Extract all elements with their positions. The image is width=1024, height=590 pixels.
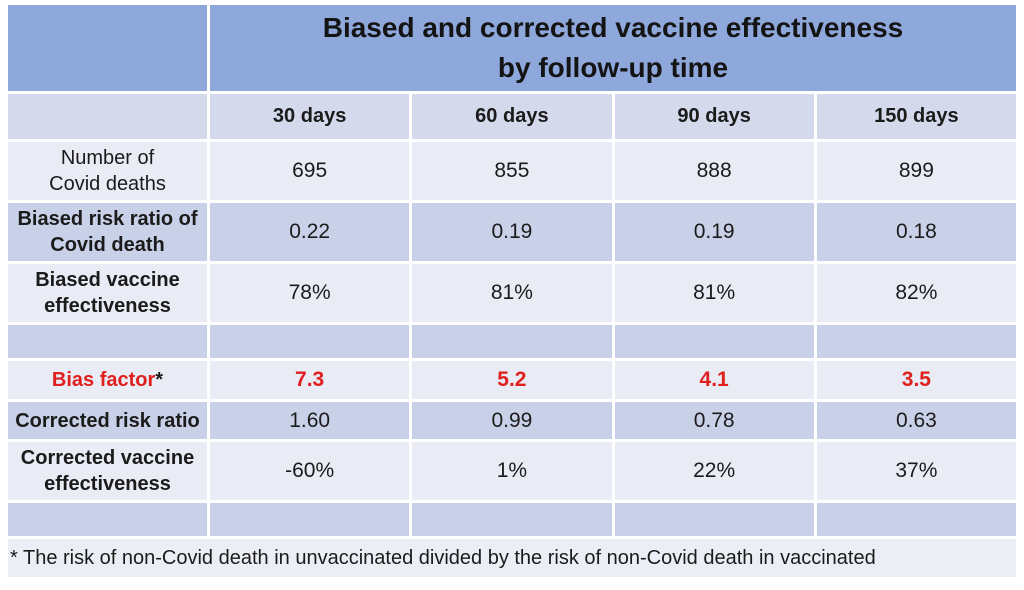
- cell-bias-factor-60: 5.2: [412, 361, 612, 399]
- cell-covid-deaths-60: 855: [412, 142, 612, 200]
- table-footnote: * The risk of non-Covid death in unvacci…: [8, 539, 1016, 577]
- column-header-empty-cell: [8, 94, 207, 139]
- cell-corrected-rr-60: 0.99: [412, 402, 612, 439]
- row-label-corrected-rr: Corrected risk ratio: [8, 402, 207, 439]
- row-label-bias-factor: Bias factor *: [8, 361, 207, 399]
- cell-corrected-ve-60: 1%: [412, 442, 612, 500]
- cell-biased-rr-90: 0.19: [614, 203, 814, 261]
- cell-biased-ve-30: 78%: [210, 264, 410, 322]
- cell-biased-rr-150: 0.18: [816, 203, 1016, 261]
- cell-corrected-ve-30: -60%: [210, 442, 410, 500]
- vaccine-effectiveness-table: Biased and corrected vaccine effectivene…: [8, 5, 1016, 577]
- cell-covid-deaths-90: 888: [614, 142, 814, 200]
- cell-corrected-rr-30: 1.60: [210, 402, 410, 439]
- column-header-90-days: 90 days: [614, 94, 814, 139]
- spacer-cell: [210, 503, 410, 536]
- table-title: Biased and corrected vaccine effectivene…: [210, 5, 1016, 91]
- row-label-biased-ve: Biased vaccine effectiveness: [8, 264, 207, 322]
- cell-corrected-ve-150: 37%: [816, 442, 1016, 500]
- spacer-cell: [8, 503, 207, 536]
- cell-biased-ve-60: 81%: [412, 264, 612, 322]
- cell-biased-rr-60: 0.19: [412, 203, 612, 261]
- cell-covid-deaths-30: 695: [210, 142, 410, 200]
- spacer-cell: [816, 325, 1016, 358]
- table-corner-cell: [8, 5, 207, 91]
- spacer-cell: [412, 503, 612, 536]
- table-title-line2: by follow-up time: [497, 52, 729, 83]
- cell-corrected-rr-90: 0.78: [614, 402, 814, 439]
- cell-bias-factor-30: 7.3: [210, 361, 410, 399]
- spacer-cell: [210, 325, 410, 358]
- bias-factor-asterisk: *: [155, 369, 164, 391]
- table-title-line1: Biased and corrected vaccine effectivene…: [322, 12, 904, 43]
- cell-corrected-ve-90: 22%: [614, 442, 814, 500]
- spacer-cell: [816, 503, 1016, 536]
- cell-covid-deaths-150: 899: [816, 142, 1016, 200]
- column-header-60-days: 60 days: [412, 94, 612, 139]
- bias-factor-label-text: Bias factor: [51, 369, 156, 391]
- spacer-cell: [412, 325, 612, 358]
- row-label-corrected-ve: Corrected vaccine effectiveness: [8, 442, 207, 500]
- cell-biased-ve-90: 81%: [614, 264, 814, 322]
- cell-bias-factor-150: 3.5: [816, 361, 1016, 399]
- cell-biased-rr-30: 0.22: [210, 203, 410, 261]
- column-header-30-days: 30 days: [210, 94, 410, 139]
- spacer-cell: [8, 325, 207, 358]
- row-label-biased-risk-ratio: Biased risk ratio of Covid death: [8, 203, 207, 261]
- cell-biased-ve-150: 82%: [816, 264, 1016, 322]
- column-header-150-days: 150 days: [816, 94, 1016, 139]
- cell-bias-factor-90: 4.1: [614, 361, 814, 399]
- cell-corrected-rr-150: 0.63: [816, 402, 1016, 439]
- spacer-cell: [614, 503, 814, 536]
- spacer-cell: [614, 325, 814, 358]
- row-label-number-of-covid-deaths: Number of Covid deaths: [8, 142, 207, 200]
